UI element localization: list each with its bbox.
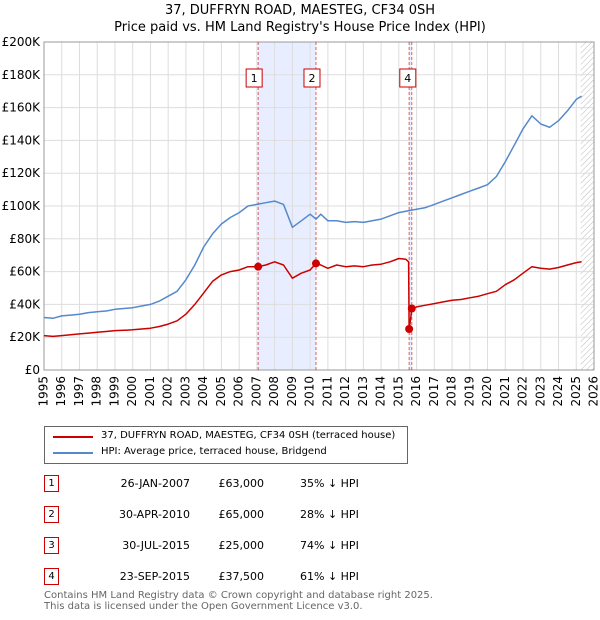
transaction-point: [254, 262, 263, 271]
x-tick-label: 2015: [391, 376, 405, 407]
x-tick-label: 1997: [72, 376, 86, 407]
transaction-price: £25,000: [218, 539, 265, 552]
x-tick-label: 2005: [214, 376, 228, 407]
x-tick-label: 2019: [462, 376, 476, 407]
footer-copyright: Contains HM Land Registry data © Crown c…: [44, 590, 433, 601]
transaction-hpi: 74% ↓ HPI: [300, 539, 359, 552]
transaction-price: £37,500: [218, 570, 265, 583]
transaction-date: 30-APR-2010: [118, 508, 190, 521]
marker-label: 4: [404, 72, 411, 85]
transaction-number: 3: [44, 537, 59, 554]
transaction-hpi: 28% ↓ HPI: [300, 508, 359, 521]
transaction-price: £63,000: [218, 477, 265, 490]
legend-label-property: 37, DUFFRYN ROAD, MAESTEG, CF34 0SH (ter…: [101, 430, 396, 441]
x-tick-label: 2022: [516, 376, 530, 407]
legend-line-hpi: [53, 452, 93, 454]
x-tick-label: 2003: [178, 376, 192, 407]
y-tick-label: £100K: [2, 199, 42, 213]
table-row: 4 23-SEP-2015 £37,500 61% ↓ HPI: [0, 563, 600, 587]
legend-line-property: [53, 436, 93, 438]
series-line-hpi: [43, 95, 582, 320]
transaction-point: [405, 325, 414, 333]
x-tick-label: 1998: [90, 376, 104, 407]
x-tick-label: 2016: [409, 376, 423, 407]
x-tick-label: 2017: [427, 376, 441, 407]
y-tick-label: £140K: [2, 133, 42, 147]
transaction-point: [407, 304, 416, 313]
plot-border: [43, 41, 595, 371]
x-tick-label: 2004: [196, 376, 210, 407]
y-tick-label: £180K: [2, 68, 42, 82]
marker-box: [245, 68, 263, 88]
x-tick-label: 2006: [232, 376, 246, 407]
y-tick-label: £60K: [9, 265, 41, 279]
x-tick-label: 2014: [374, 376, 388, 407]
x-tick-label: 2025: [569, 376, 583, 407]
marker-label: 1: [251, 72, 258, 85]
transaction-number: 1: [44, 475, 59, 492]
x-tick-label: 2007: [249, 376, 263, 407]
y-tick-label: £0: [25, 363, 40, 377]
table-row: 3 30-JUL-2015 £25,000 74% ↓ HPI: [0, 532, 600, 556]
chart-subtitle: Price paid vs. HM Land Registry's House …: [114, 20, 486, 35]
marker-box: [399, 68, 417, 88]
x-tick-label: 2013: [356, 376, 370, 407]
x-tick-label: 2000: [125, 376, 139, 407]
chart-legend: 37, DUFFRYN ROAD, MAESTEG, CF34 0SH (ter…: [44, 426, 408, 464]
transaction-hpi: 35% ↓ HPI: [300, 477, 359, 490]
x-tick-label: 2024: [551, 376, 565, 407]
y-tick-label: £160K: [2, 101, 42, 115]
series-line-property: [43, 257, 582, 338]
x-tick-label: 2020: [480, 376, 494, 407]
transaction-hpi: 61% ↓ HPI: [300, 570, 359, 583]
y-tick-label: £40K: [9, 297, 41, 311]
transaction-number: 2: [44, 506, 59, 523]
x-tick-label: 2002: [161, 376, 175, 407]
x-tick-label: 2010: [303, 376, 317, 407]
table-row: 1 26-JAN-2007 £63,000 35% ↓ HPI: [0, 470, 600, 494]
chart-title: 37, DUFFRYN ROAD, MAESTEG, CF34 0SH: [164, 3, 436, 18]
y-tick-label: £80K: [9, 232, 41, 246]
footer: Contains HM Land Registry data © Crown c…: [44, 590, 584, 612]
x-tick-label: 2001: [143, 376, 157, 407]
transaction-price: £65,000: [218, 508, 265, 521]
x-tick-label: 1996: [54, 376, 68, 407]
y-tick-label: £20K: [9, 330, 41, 344]
x-tick-label: 1995: [37, 376, 51, 407]
x-tick-label: 2023: [533, 376, 547, 407]
footer-license: This data is licensed under the Open Gov…: [44, 601, 363, 612]
transaction-point: [311, 259, 320, 268]
x-tick-label: 2009: [285, 376, 299, 407]
marker-label: 2: [308, 72, 315, 85]
legend-label-hpi: HPI: Average price, terraced house, Brid…: [101, 446, 327, 457]
x-tick-label: 2021: [498, 376, 512, 407]
table-row: 2 30-APR-2010 £65,000 28% ↓ HPI: [0, 501, 600, 525]
transaction-date: 26-JAN-2007: [120, 477, 190, 490]
transaction-date: 23-SEP-2015: [119, 570, 190, 583]
transaction-number: 4: [44, 568, 59, 585]
price-chart: £0 £20K £40K £60K £80K £100K £120K £140K £160K £1…: [2, 35, 600, 407]
x-tick-label: 2026: [587, 376, 600, 407]
y-tick-label: £120K: [2, 166, 42, 180]
x-tick-label: 2018: [445, 376, 459, 407]
marker-box: [303, 68, 321, 88]
x-tick-label: 2012: [338, 376, 352, 407]
x-tick-label: 1999: [107, 376, 121, 407]
y-tick-label: £200K: [2, 35, 42, 49]
transaction-date: 30-JUL-2015: [122, 539, 190, 552]
x-tick-label: 2008: [267, 376, 281, 407]
x-tick-label: 2011: [320, 376, 334, 407]
